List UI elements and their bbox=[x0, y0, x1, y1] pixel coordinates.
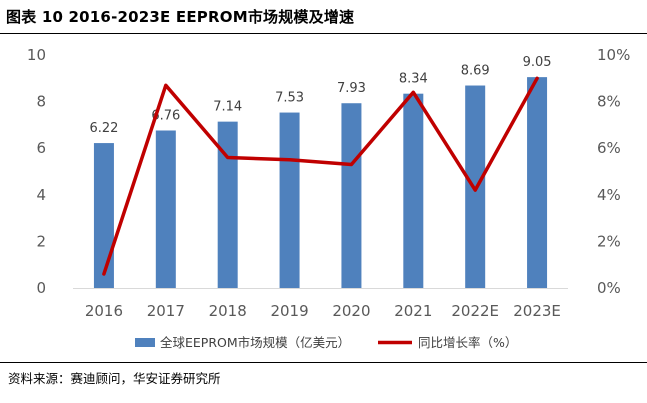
bar-series bbox=[93, 77, 548, 289]
left-tick-8: 8 bbox=[36, 93, 46, 111]
bar-label-2022E: 8.69 bbox=[461, 64, 490, 79]
left-tick-6: 6 bbox=[36, 139, 46, 157]
x-tick-2023E: 2023E bbox=[513, 302, 561, 320]
x-tick-2022E: 2022E bbox=[451, 302, 499, 320]
bar-2021 bbox=[403, 93, 424, 288]
growth-line-series bbox=[102, 76, 539, 276]
right-tick-2pct: 2% bbox=[597, 232, 621, 250]
right-tick-4pct: 4% bbox=[597, 186, 621, 204]
bar-2018 bbox=[217, 121, 238, 288]
x-tick-2016: 2016 bbox=[85, 302, 123, 320]
right-tick-6pct: 6% bbox=[597, 139, 621, 157]
bar-2017 bbox=[155, 130, 176, 288]
left-tick-4: 4 bbox=[36, 186, 46, 204]
left-tick-10: 10 bbox=[27, 46, 46, 64]
x-tick-2017: 2017 bbox=[147, 302, 185, 320]
left-axis-ticks: 0 2 4 6 8 10 bbox=[27, 46, 46, 297]
bar-label-2019: 7.53 bbox=[275, 91, 304, 106]
bar-label-2021: 8.34 bbox=[399, 72, 428, 87]
legend-swatch-bar bbox=[135, 338, 155, 347]
figure-title: 图表 10 2016-2023E EEPROM市场规模及增速 bbox=[6, 8, 355, 26]
x-tick-2018: 2018 bbox=[209, 302, 247, 320]
bar-label-2023E: 9.05 bbox=[523, 55, 552, 70]
bar-2023E bbox=[527, 77, 548, 288]
top-rule bbox=[0, 33, 647, 34]
x-tick-2019: 2019 bbox=[270, 302, 308, 320]
growth-line bbox=[102, 76, 539, 276]
left-tick-2: 2 bbox=[36, 232, 46, 250]
x-tick-2021: 2021 bbox=[394, 302, 432, 320]
bar-label-2020: 7.93 bbox=[337, 81, 366, 96]
legend-label-line: 同比增长率（%） bbox=[418, 335, 517, 350]
bottom-rule bbox=[0, 362, 647, 363]
legend: 全球EEPROM市场规模（亿美元） 同比增长率（%） bbox=[135, 335, 517, 350]
x-tick-2020: 2020 bbox=[332, 302, 370, 320]
chart: 6.226.767.147.537.938.348.699.05 0246810… bbox=[27, 46, 630, 350]
right-tick-0pct: 0% bbox=[597, 279, 621, 297]
legend-label-bar: 全球EEPROM市场规模（亿美元） bbox=[160, 335, 350, 350]
source-note: 资料来源：赛迪顾问，华安证券研究所 bbox=[8, 371, 221, 386]
right-tick-8pct: 8% bbox=[597, 93, 621, 111]
right-tick-10pct: 10% bbox=[597, 46, 630, 64]
bar-label-2018: 7.14 bbox=[213, 100, 242, 115]
bar-2016 bbox=[93, 143, 114, 288]
bar-2020 bbox=[341, 103, 362, 288]
left-tick-0: 0 bbox=[36, 279, 46, 297]
x-axis-ticks: 2016 2017 2018 2019 2020 2021 2022E 2023E bbox=[85, 302, 561, 320]
bar-2019 bbox=[279, 112, 300, 289]
right-axis-ticks: 0% 2% 4% 6% 8% 10% bbox=[597, 46, 630, 297]
bar-label-2016: 6.22 bbox=[89, 121, 118, 136]
